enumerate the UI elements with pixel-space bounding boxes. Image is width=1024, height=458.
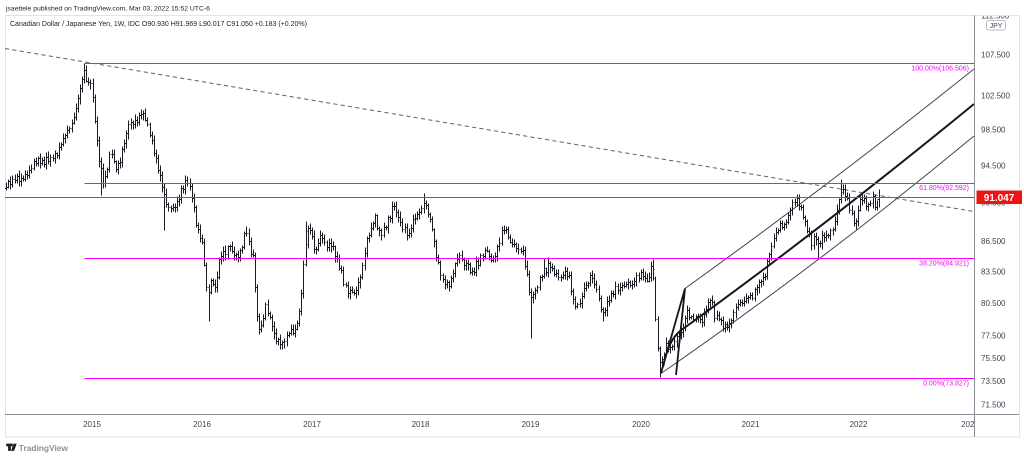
svg-text:2015: 2015 (83, 420, 101, 429)
svg-text:112.500: 112.500 (981, 12, 1010, 21)
svg-text:JPY: JPY (990, 23, 1003, 30)
svg-text:80.500: 80.500 (981, 299, 1006, 308)
svg-text:100.00%(106.506): 100.00%(106.506) (911, 66, 969, 73)
svg-text:107.500: 107.500 (981, 51, 1010, 60)
svg-text:0.00%(73.827): 0.00%(73.827) (923, 381, 969, 388)
svg-text:86.500: 86.500 (981, 237, 1006, 246)
svg-text:71.500: 71.500 (981, 401, 1006, 410)
svg-text:TradingView: TradingView (19, 443, 69, 453)
svg-text:2020: 2020 (632, 420, 650, 429)
svg-text:94.500: 94.500 (981, 161, 1006, 170)
svg-text:jsaettele published on Trading: jsaettele published on TradingView.com, … (5, 5, 210, 12)
svg-text:38.20%(84.921): 38.20%(84.921) (919, 260, 969, 267)
svg-text:2019: 2019 (522, 420, 540, 429)
svg-text:2016: 2016 (193, 420, 211, 429)
svg-text:102.500: 102.500 (981, 92, 1010, 101)
svg-text:75.500: 75.500 (981, 354, 1006, 363)
svg-text:2018: 2018 (412, 420, 430, 429)
svg-text:61.80%(92.592): 61.80%(92.592) (919, 185, 969, 192)
svg-text:2021: 2021 (742, 420, 760, 429)
svg-text:2023: 2023 (961, 420, 979, 429)
svg-text:98.500: 98.500 (981, 126, 1006, 135)
svg-text:73.500: 73.500 (981, 377, 1006, 386)
svg-text:83.500: 83.500 (981, 268, 1006, 277)
svg-text:91.047: 91.047 (984, 193, 1015, 204)
svg-text:2022: 2022 (850, 420, 868, 429)
svg-text:77.500: 77.500 (981, 332, 1006, 341)
svg-text:Canadian Dollar / Japanese Yen: Canadian Dollar / Japanese Yen, 1W, IDC … (10, 21, 307, 28)
svg-text:2017: 2017 (303, 420, 321, 429)
